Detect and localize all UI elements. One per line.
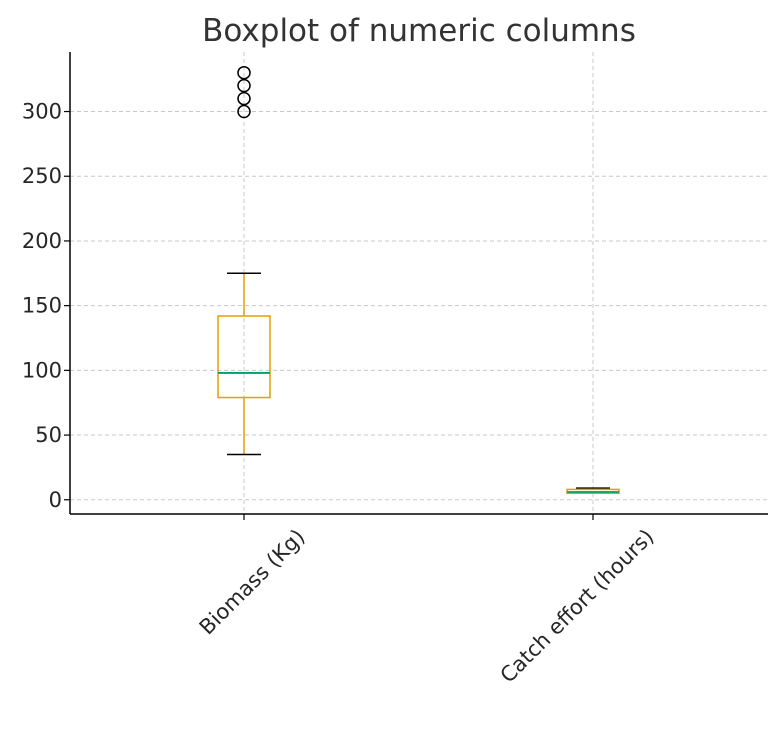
box-group bbox=[566, 487, 620, 495]
outlier-point bbox=[237, 91, 251, 106]
chart-title: Boxplot of numeric columns bbox=[202, 13, 636, 49]
x-tick-label: Biomass (Kg) bbox=[195, 525, 310, 640]
tick-labels: 0 50 100 150 200 250 300 Biomass (Kg) Catch effo… bbox=[22, 100, 659, 688]
outlier-point bbox=[237, 104, 251, 119]
y-tick-label: 150 bbox=[22, 294, 62, 318]
x-tick-label: Catch effort (hours) bbox=[496, 525, 659, 688]
axes bbox=[64, 52, 768, 520]
y-tick-label: 300 bbox=[22, 100, 62, 124]
iqr-box bbox=[217, 315, 271, 399]
outlier-point bbox=[237, 78, 251, 93]
boxes bbox=[217, 65, 620, 495]
box-group bbox=[217, 65, 271, 456]
y-tick-label: 50 bbox=[35, 423, 62, 447]
y-tick-label: 0 bbox=[49, 488, 62, 512]
y-tick-label: 100 bbox=[22, 358, 62, 382]
grid bbox=[70, 52, 768, 514]
outlier-point bbox=[237, 65, 251, 80]
y-tick-label: 200 bbox=[22, 229, 62, 253]
y-tick-label: 250 bbox=[22, 164, 62, 188]
